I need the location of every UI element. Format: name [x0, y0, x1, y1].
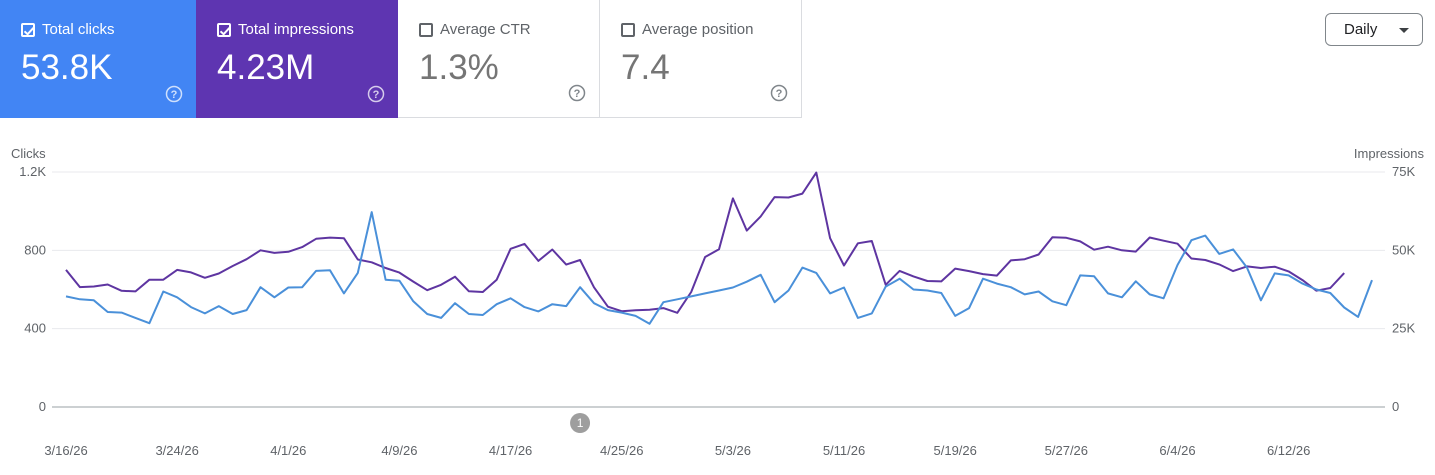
svg-text:?: ? — [373, 89, 380, 101]
y-right-tick-label: 25K — [1392, 321, 1415, 336]
x-axis-ticks: 3/16/26 3/24/26 4/1/26 4/9/26 4/17/26 4/25/26… — [44, 443, 1310, 458]
x-tick-label: 3/16/26 — [44, 443, 87, 458]
series-line-total-clicks — [65, 211, 1373, 325]
y-left-tick-label: 800 — [24, 242, 46, 257]
y-right-tick-label: 75K — [1392, 164, 1415, 179]
y-left-tick-label: 0 — [39, 399, 46, 414]
chart-annotations: 1 — [570, 413, 591, 433]
metric-value: 7.4 — [621, 48, 670, 87]
help-icon[interactable]: ? — [568, 84, 586, 102]
x-tick-label: 5/3/26 — [715, 443, 751, 458]
dropdown-label: Daily — [1344, 21, 1378, 38]
metric-value: 53.8K — [21, 48, 113, 87]
metric-cards: Total clicks 53.8K ? Total impressions 4… — [0, 0, 802, 118]
y-left-tick-label: 1.2K — [19, 164, 46, 179]
checkbox-checked-icon[interactable] — [21, 23, 35, 37]
x-tick-label: 6/12/26 — [1267, 443, 1310, 458]
metric-card-total-impressions[interactable]: Total impressions 4.23M ? — [196, 0, 398, 118]
metric-label: Average CTR — [440, 21, 531, 38]
y-right-tick-label: 50K — [1392, 242, 1415, 257]
metric-card-average-ctr[interactable]: Average CTR 1.3% ? — [398, 0, 600, 118]
chart-series — [65, 171, 1373, 325]
svg-text:?: ? — [171, 89, 178, 101]
metric-label: Total impressions — [238, 21, 354, 38]
metric-value: 1.3% — [419, 48, 499, 87]
y-axis-left-ticks: 0 400 800 1.2K — [19, 164, 46, 414]
x-tick-label: 3/24/26 — [155, 443, 198, 458]
svg-text:?: ? — [574, 88, 581, 100]
metric-value: 4.23M — [217, 48, 315, 87]
checkbox-checked-icon[interactable] — [217, 23, 231, 37]
x-tick-label: 6/4/26 — [1159, 443, 1195, 458]
checkbox-unchecked-icon[interactable] — [419, 23, 433, 37]
help-icon[interactable]: ? — [165, 85, 183, 103]
y-axis-left-title: Clicks — [11, 146, 46, 161]
x-tick-label: 4/17/26 — [489, 443, 532, 458]
x-tick-label: 4/1/26 — [270, 443, 306, 458]
metric-label: Total clicks — [42, 21, 115, 38]
performance-chart: Clicks Impressions 0 400 800 1.2K 0 25K 50K 75… — [11, 146, 1425, 458]
metric-card-total-clicks[interactable]: Total clicks 53.8K ? — [0, 0, 196, 118]
checkbox-unchecked-icon[interactable] — [621, 23, 635, 37]
series-line-total-impressions — [65, 171, 1345, 314]
metric-label: Average position — [642, 21, 754, 38]
granularity-dropdown[interactable]: Daily — [1325, 13, 1423, 46]
y-left-tick-label: 400 — [24, 321, 46, 336]
x-tick-label: 5/27/26 — [1045, 443, 1088, 458]
caret-down-icon — [1399, 28, 1409, 33]
svg-text:?: ? — [776, 88, 783, 100]
help-icon[interactable]: ? — [770, 84, 788, 102]
annotation-label: 1 — [577, 416, 584, 430]
y-axis-right-title: Impressions — [1354, 146, 1425, 161]
x-tick-label: 4/9/26 — [381, 443, 417, 458]
chart-grid — [52, 171, 1385, 408]
help-icon[interactable]: ? — [367, 85, 385, 103]
y-axis-right-ticks: 0 25K 50K 75K — [1392, 164, 1415, 414]
metric-card-average-position[interactable]: Average position 7.4 ? — [600, 0, 802, 118]
x-tick-label: 5/11/26 — [823, 443, 865, 458]
annotation-marker[interactable] — [570, 413, 591, 433]
y-right-tick-label: 0 — [1392, 399, 1399, 414]
x-tick-label: 4/25/26 — [600, 443, 643, 458]
x-tick-label: 5/19/26 — [934, 443, 977, 458]
